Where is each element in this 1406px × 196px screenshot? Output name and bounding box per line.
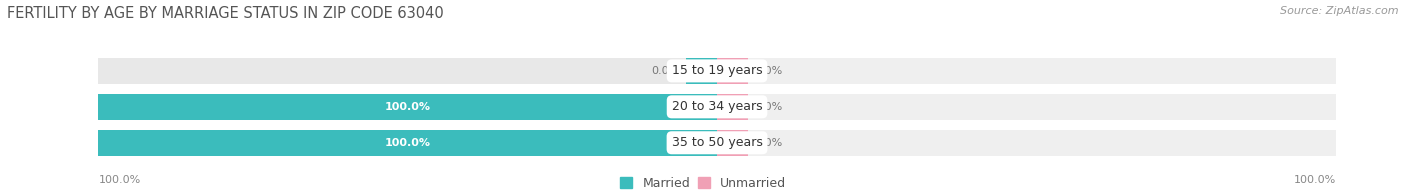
Text: 0.0%: 0.0% — [652, 66, 681, 76]
Text: 100.0%: 100.0% — [98, 175, 141, 185]
Bar — [98, 94, 717, 120]
Text: 0.0%: 0.0% — [754, 138, 782, 148]
Bar — [717, 58, 1336, 84]
Text: FERTILITY BY AGE BY MARRIAGE STATUS IN ZIP CODE 63040: FERTILITY BY AGE BY MARRIAGE STATUS IN Z… — [7, 6, 444, 21]
Bar — [717, 130, 1336, 156]
Text: 35 to 50 years: 35 to 50 years — [672, 136, 762, 149]
Bar — [98, 58, 717, 84]
Text: 100.0%: 100.0% — [385, 138, 430, 148]
Legend: Married, Unmarried: Married, Unmarried — [620, 177, 786, 190]
Bar — [98, 130, 717, 156]
Text: 100.0%: 100.0% — [1294, 175, 1336, 185]
Bar — [717, 94, 748, 120]
Bar — [717, 94, 1336, 120]
Text: 0.0%: 0.0% — [754, 66, 782, 76]
Text: 20 to 34 years: 20 to 34 years — [672, 100, 762, 113]
Bar — [98, 94, 717, 120]
Bar — [717, 58, 748, 84]
Text: 0.0%: 0.0% — [754, 102, 782, 112]
Text: Source: ZipAtlas.com: Source: ZipAtlas.com — [1281, 6, 1399, 16]
Bar — [686, 58, 717, 84]
Text: 100.0%: 100.0% — [385, 102, 430, 112]
Bar — [717, 130, 748, 156]
Text: 15 to 19 years: 15 to 19 years — [672, 64, 762, 77]
Bar — [98, 130, 717, 156]
